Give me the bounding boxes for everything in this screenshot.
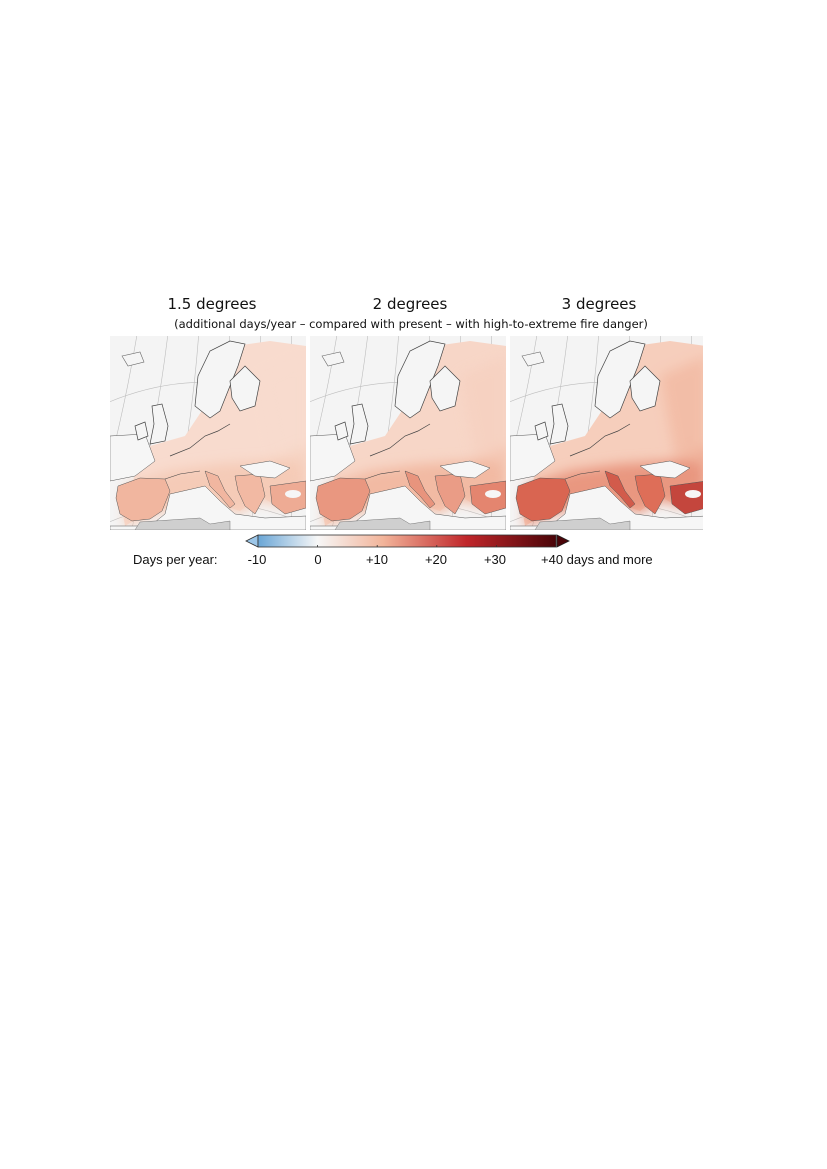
- coastline: [169, 423, 231, 457]
- map-panel-3-degrees: [510, 336, 703, 530]
- iberia-region: [115, 477, 171, 522]
- map-panel-2-degrees: [310, 336, 506, 530]
- finland: [229, 365, 261, 412]
- tick-label-40: +40 days and more: [541, 552, 653, 567]
- italy-region: [204, 470, 236, 509]
- panel-title-3: 3 degrees: [561, 295, 637, 313]
- seas: [310, 433, 506, 530]
- ireland: [134, 421, 149, 441]
- iceland: [521, 351, 545, 367]
- italy-region: [604, 470, 636, 509]
- colorbar-gradient: [257, 534, 557, 548]
- coastline: [569, 423, 631, 457]
- colorbar-high-arrow: [556, 534, 570, 548]
- turkey-lake: [485, 490, 501, 498]
- coastline: [164, 470, 201, 480]
- colorbar-low-arrow: [245, 534, 259, 548]
- panel-title-1-5: 1.5 degrees: [167, 295, 257, 313]
- scandinavia: [594, 340, 646, 419]
- turkey-region: [669, 481, 703, 515]
- seas: [110, 433, 306, 530]
- map-panels: [110, 336, 703, 530]
- tick-label-minus-10: -10: [247, 552, 267, 567]
- ireland: [334, 421, 349, 441]
- great-britain: [349, 403, 369, 445]
- coastline: [364, 470, 401, 480]
- italy-region: [404, 470, 436, 509]
- north-africa: [334, 517, 431, 530]
- coastline: [564, 470, 601, 480]
- turkey-region: [469, 480, 506, 515]
- tick-label-20: +20: [424, 552, 448, 567]
- colorbar: [245, 534, 570, 548]
- iceland: [321, 351, 345, 367]
- north-africa: [534, 517, 631, 530]
- ireland: [534, 421, 549, 441]
- turkey-region: [269, 480, 306, 515]
- iberia-region: [315, 477, 371, 522]
- panel-title-2: 2 degrees: [372, 295, 448, 313]
- finland: [629, 365, 661, 412]
- seas: [510, 433, 703, 530]
- scandinavia: [194, 340, 246, 419]
- scandinavia: [394, 340, 446, 419]
- iceland: [121, 351, 145, 367]
- iberia-region: [515, 477, 571, 522]
- great-britain: [149, 403, 169, 445]
- tick-label-10: +10: [365, 552, 389, 567]
- turkey-lake: [685, 490, 701, 498]
- turkey-lake: [285, 490, 301, 498]
- legend-label: Days per year:: [133, 552, 218, 567]
- tick-label-0: 0: [314, 552, 322, 567]
- coastline: [369, 423, 431, 457]
- finland: [429, 365, 461, 412]
- map-subtitle: (additional days/year – compared with pr…: [174, 317, 648, 331]
- map-panel-1-5-degrees: [110, 336, 306, 530]
- tick-label-30: +30: [483, 552, 507, 567]
- north-africa: [134, 517, 231, 530]
- great-britain: [549, 403, 569, 445]
